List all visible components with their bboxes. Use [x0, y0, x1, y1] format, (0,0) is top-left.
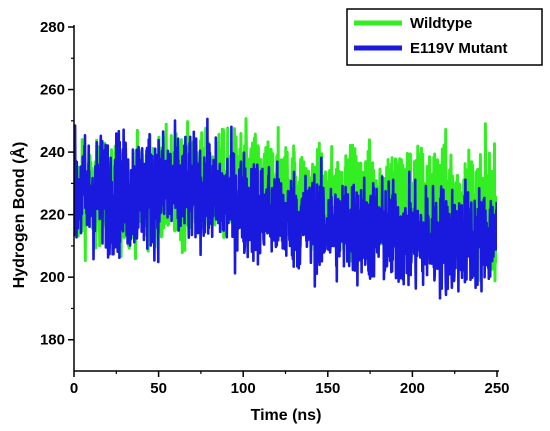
x-tick-label: 100 — [231, 380, 256, 397]
x-tick-label: 50 — [150, 380, 167, 397]
legend-box — [346, 8, 543, 66]
series-line-2 — [74, 117, 497, 300]
legend-label-1: Wildtype — [410, 15, 472, 32]
plot-area — [74, 117, 497, 300]
y-tick-label: 240 — [40, 144, 65, 161]
x-tick-label: 0 — [70, 380, 78, 397]
axes: 0 50 100 150 200 250 180 200 220 240 260 280 — [40, 19, 510, 397]
y-tick-label: 280 — [40, 19, 65, 36]
y-tick-label: 220 — [40, 207, 65, 224]
y-tick-label: 180 — [40, 332, 65, 349]
y-axis-title: Hydrogen Bond (Å) — [9, 142, 28, 289]
x-axis-title: Time (ns) — [251, 407, 322, 424]
y-tick-label: 200 — [40, 269, 65, 286]
legend: Wildtype E119V Mutant — [346, 8, 543, 66]
x-tick-label: 200 — [400, 380, 425, 397]
y-tick-label: 260 — [40, 82, 65, 99]
x-tick-label: 150 — [315, 380, 340, 397]
legend-label-2: E119V Mutant — [410, 40, 508, 57]
x-tick-label: 250 — [484, 380, 509, 397]
